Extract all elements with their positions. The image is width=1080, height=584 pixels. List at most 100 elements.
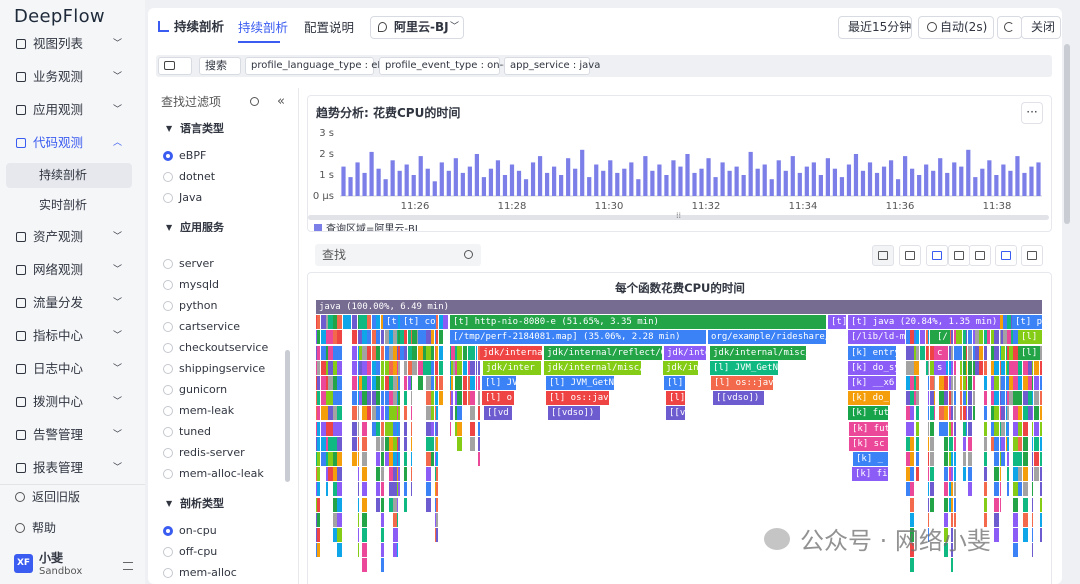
subnav-item[interactable]: 持续剖析 — [39, 168, 88, 182]
radio[interactable] — [163, 322, 173, 332]
flame-frame[interactable]: [l] JVM_GetNan — [546, 376, 614, 390]
flame-frame[interactable]: [t] — [828, 315, 846, 330]
flame-frame[interactable]: [k] fut — [849, 421, 888, 436]
legend-label: 查询区域=阿里云-BJ — [326, 224, 418, 232]
more-button[interactable]: ··· — [1021, 102, 1043, 124]
region-select[interactable] — [370, 16, 464, 39]
radio[interactable] — [163, 406, 173, 416]
flame-frame[interactable]: [l] os::java — [711, 376, 773, 390]
flame-sliver — [381, 467, 384, 482]
radio[interactable] — [163, 343, 173, 353]
toolbar-button[interactable] — [969, 245, 991, 266]
flame-frame[interactable]: [/lib/ld-mu — [848, 330, 905, 345]
radio[interactable] — [163, 259, 173, 269]
flame-frame[interactable]: [k] sc — [849, 436, 888, 451]
radio[interactable] — [163, 193, 173, 203]
nav-item[interactable]: 告警管理 — [33, 427, 84, 442]
flame-frame[interactable]: [t] — [383, 315, 398, 330]
radio[interactable] — [163, 568, 173, 578]
tab-active[interactable]: 持续剖析 — [238, 20, 289, 35]
nav-item[interactable]: 视图列表 — [33, 36, 84, 51]
toolbar-button[interactable] — [926, 245, 948, 266]
flame-frame[interactable]: [l] JVM_GetNan — [710, 360, 778, 375]
flame-frame[interactable]: [k] __x6 — [848, 376, 896, 390]
flame-frame[interactable]: [k] do_sy — [848, 360, 896, 375]
radio[interactable] — [163, 151, 173, 161]
nav-item[interactable]: 业务观测 — [33, 69, 84, 84]
flame-sliver — [960, 406, 962, 421]
radio[interactable] — [163, 280, 173, 290]
flame-frame[interactable]: [t] java (20.84%, 1.35 min) — [848, 315, 1000, 330]
nav-item[interactable]: 网络观测 — [33, 262, 84, 277]
nav-item[interactable]: 应用观测 — [33, 102, 84, 117]
flame-frame[interactable]: [/ — [934, 330, 950, 345]
flame-frame[interactable]: [k] fut — [848, 406, 888, 421]
radio[interactable] — [163, 172, 173, 182]
flame-frame[interactable]: [t] co — [400, 315, 436, 330]
flame-frame[interactable]: [l] JV — [482, 376, 516, 390]
flame-frame[interactable]: [l] — [1018, 345, 1040, 360]
flame-frame[interactable]: [k] fi — [852, 467, 888, 482]
footer-item[interactable]: 帮助 — [32, 521, 57, 535]
flame-frame[interactable]: jdk/inte — [664, 345, 706, 360]
flame-frame[interactable]: jdk/internal — [480, 345, 542, 360]
radio[interactable] — [163, 301, 173, 311]
filter-search[interactable]: 查找过滤项 — [161, 95, 222, 109]
search-button[interactable] — [199, 57, 241, 75]
radio[interactable] — [163, 385, 173, 395]
collapse-panel[interactable]: « — [277, 94, 285, 109]
nav-item[interactable]: 报表管理 — [33, 460, 84, 475]
flame-frame[interactable]: [[vdso]) ( — [713, 391, 764, 406]
toolbar-button[interactable] — [995, 245, 1017, 266]
nav-item[interactable]: 代码观测 — [33, 135, 84, 150]
flame-frame[interactable]: [/tmp/perf-2184081.map] (35.06%, 2.28 mi… — [450, 330, 706, 345]
toolbar-button[interactable] — [1021, 245, 1043, 266]
nav-item[interactable]: 流量分发 — [33, 295, 84, 310]
radio[interactable] — [163, 448, 173, 458]
collapse-icon[interactable] — [123, 562, 133, 570]
toolbar-button[interactable] — [899, 245, 921, 266]
flame-frame[interactable]: jdk/in — [663, 360, 698, 375]
flame-frame[interactable]: [k] do_ — [848, 391, 890, 406]
time-button[interactable] — [838, 16, 912, 39]
flame-frame[interactable]: [t] p — [1012, 315, 1042, 330]
flame-frame[interactable]: [t] http-nio-8080-e (51.65%, 3.35 min) — [450, 315, 826, 330]
flame-frame[interactable]: java (100.00%, 6.49 min) — [316, 300, 1042, 314]
flame-frame[interactable]: [k] _ — [853, 452, 888, 466]
flame-frame[interactable]: [k] entry — [848, 345, 896, 360]
flame-frame[interactable]: c — [934, 345, 948, 360]
radio[interactable] — [163, 364, 173, 374]
flame-frame[interactable]: [l] — [666, 391, 685, 406]
footer-item[interactable]: 返回旧版 — [32, 490, 81, 504]
refresh-button[interactable] — [918, 16, 994, 39]
flame-frame[interactable]: jdk/inter — [483, 360, 541, 375]
flame-frame[interactable]: [l] o — [482, 391, 514, 406]
radio[interactable] — [163, 526, 173, 536]
flame-frame[interactable]: s — [934, 360, 946, 375]
flame-frame[interactable]: [l] — [1018, 330, 1042, 345]
nav-item[interactable]: 拨测中心 — [33, 394, 84, 409]
radio[interactable] — [163, 547, 173, 557]
filter-tag[interactable] — [245, 57, 374, 75]
subnav-item[interactable]: 实时剖析 — [39, 198, 88, 212]
flame-frame[interactable]: [[v — [666, 406, 685, 421]
flame-frame[interactable]: [l] — [664, 376, 685, 390]
toolbar-button[interactable] — [872, 245, 894, 266]
filter-tag[interactable] — [504, 57, 590, 75]
radio[interactable] — [163, 469, 173, 479]
filter-tag[interactable] — [379, 57, 500, 75]
flame-frame[interactable]: [l] os::java — [546, 391, 609, 406]
close-button[interactable] — [1021, 16, 1061, 39]
flame-frame[interactable]: jdk/internal/misc/VM — [544, 360, 641, 375]
nav-item[interactable]: 资产观测 — [33, 229, 84, 244]
flame-search[interactable] — [315, 244, 481, 266]
flame-frame[interactable]: jdk/internal/misc/V — [710, 345, 806, 360]
nav-item[interactable]: 指标中心 — [33, 328, 84, 343]
flame-frame[interactable]: [[vdso]) ( — [548, 406, 600, 421]
tab[interactable]: 配置说明 — [304, 20, 355, 35]
nav-item[interactable]: 日志中心 — [33, 361, 84, 376]
flame-frame[interactable]: jdk/internal/reflect/Gene — [544, 345, 662, 360]
flame-frame[interactable]: org/example/rideshare/Or — [708, 330, 826, 345]
flame-frame[interactable]: [[vd — [484, 406, 512, 421]
radio[interactable] — [163, 427, 173, 437]
